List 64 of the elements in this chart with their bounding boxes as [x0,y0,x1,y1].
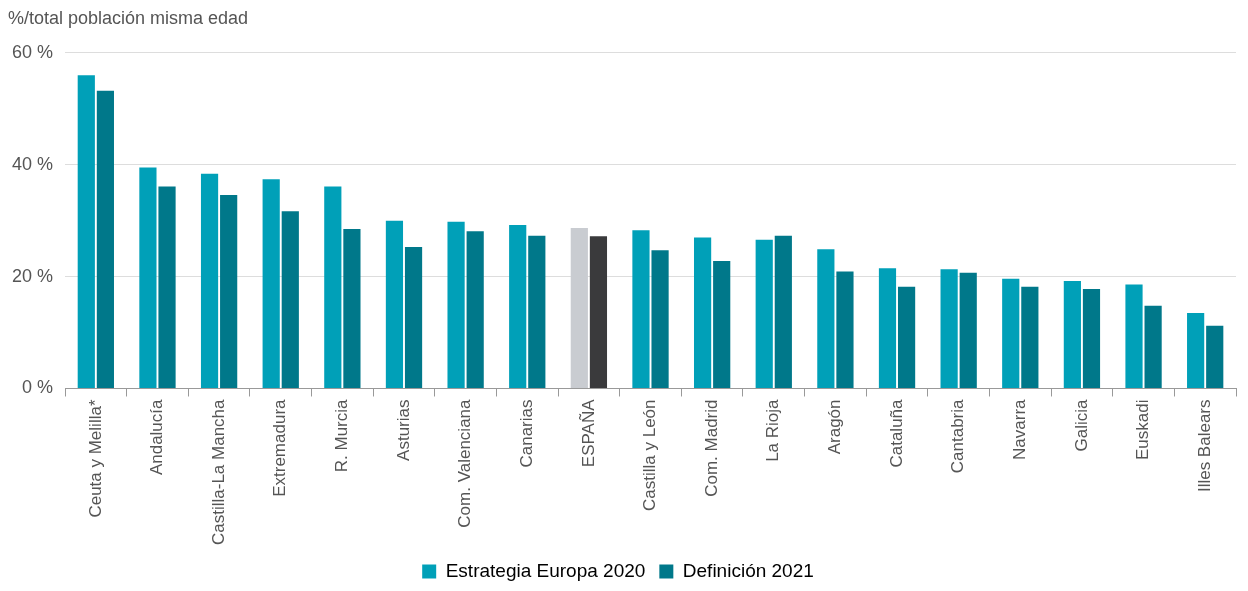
bar [1144,305,1162,388]
bar [262,179,280,388]
x-tick-label: Ceuta y Melilla* [85,399,105,518]
y-tick-label: 0 % [22,377,54,398]
bar [1187,312,1205,388]
bar [528,235,546,388]
bar [570,227,588,388]
x-tick-label: R. Murcia [332,398,352,473]
bar [897,286,916,388]
bar [589,236,608,388]
x-tick-label: Euskadi [1133,399,1153,460]
x-tick-label: Com. Madrid [701,399,721,497]
x-tick-label: Canarias [516,399,536,468]
x-tick-label: ESPAÑA [578,398,598,468]
y-tick-label: 60 % [12,41,54,62]
x-tick-label: Cataluña [886,398,906,468]
x-tick-label: Cantabria [948,398,968,474]
x-tick-label: Com. Valenciana [455,398,475,528]
bar [466,231,484,388]
bar [96,90,114,388]
bar [1082,288,1101,388]
bar [817,249,835,388]
bar [774,235,792,388]
legend-label: Definición 2021 [682,559,814,581]
y-tick-label: 40 % [12,153,54,174]
bar [447,221,465,388]
x-tick-label: Galicia [1071,398,1091,452]
bar [200,173,219,388]
bar [324,186,342,388]
bar [220,194,238,388]
bar [940,269,958,388]
x-tick-label: Asturias [393,399,413,461]
bar [1125,284,1143,388]
x-tick-label: Andalucía [147,398,167,476]
x-tick-label: Castilla y León [640,399,660,511]
x-tick-label: Illes Balears [1194,399,1214,493]
bar [713,260,731,388]
bar [404,246,423,388]
bar [755,239,773,388]
bar [281,211,299,388]
bar [878,268,897,388]
bar [158,186,176,388]
x-tick-label: La Rioja [763,398,783,462]
bar [1063,281,1081,388]
bar [343,229,361,388]
bar [385,220,404,388]
bar [632,230,650,388]
bar [1206,325,1224,388]
bar [509,225,527,388]
bar [651,250,669,388]
x-tick-label: Extremadura [270,398,290,497]
bar [1002,278,1020,388]
bar [959,272,977,388]
bar [1021,286,1039,388]
y-tick-label: 20 % [12,265,54,286]
x-tick-label: Aragón [825,399,845,455]
legend-label: Estrategia Europa 2020 [445,559,646,581]
bar [139,167,157,388]
y-axis-title: %/total población misma edad [8,8,249,29]
bar [77,75,95,388]
bar [836,271,854,388]
x-tick-label: Navarra [1009,398,1029,460]
bar [693,237,712,388]
x-tick-label: Castilla-La Mancha [208,398,228,545]
